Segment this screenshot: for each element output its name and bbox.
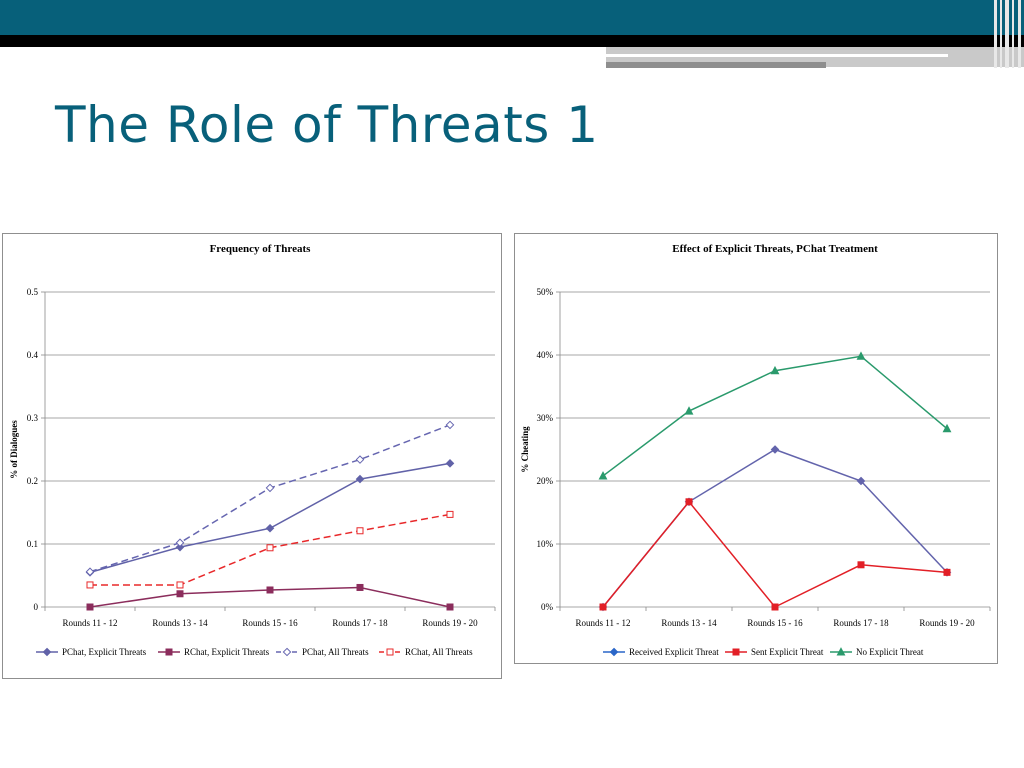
y-tick-label: 50% [537, 287, 554, 297]
chart-frequency-of-threats: Frequency of Threats 0 0.1 0.2 0.3 0.4 0.5 Roun… [2, 233, 502, 679]
data-point-pchat-explicit-threats [175, 542, 185, 552]
x-tick-label: Rounds 17 - 18 [833, 618, 889, 628]
y-tick-label: 30% [537, 413, 554, 423]
chart-title: Effect of Explicit Threats, PChat Treatm… [672, 243, 878, 255]
data-point-no-explicit-threat [856, 351, 866, 360]
y-axis-label: % Cheating [520, 426, 530, 473]
series-line-pchat-explicit-threats [89, 462, 451, 574]
legend-marker-no-explicit-threat [836, 647, 846, 656]
series-line-received-explicit-threat [602, 448, 948, 608]
chart-svg-frequency: Frequency of Threats 0 0.1 0.2 0.3 0.4 0.5 Roun… [9, 243, 496, 657]
data-point-rchat-all-threats [266, 544, 274, 552]
header-black-stripe [0, 35, 1024, 47]
y-tick-label: 0.3 [27, 413, 39, 423]
data-point-sent-explicit-threat [599, 603, 607, 611]
legend-label-received-explicit-threat: Received Explicit Threat [629, 647, 719, 657]
data-point-rchat-all-threats [446, 510, 454, 518]
legend-label-pchat-all-threats: PChat, All Threats [302, 647, 369, 657]
x-tick-label: Rounds 15 - 16 [747, 618, 803, 628]
y-tick-label: 0 [34, 602, 39, 612]
data-point-rchat-explicit-threats [266, 586, 274, 594]
chart-effect-of-explicit-threats: Effect of Explicit Threats, PChat Treatm… [514, 233, 998, 664]
data-point-sent-explicit-threat [943, 568, 951, 576]
legend-label-no-explicit-threat: No Explicit Threat [856, 647, 924, 657]
data-point-rchat-explicit-threats [176, 590, 184, 598]
legend-label-rchat-explicit-threats: RChat, Explicit Threats [184, 647, 270, 657]
data-point-pchat-all-threats [175, 538, 185, 548]
data-point-no-explicit-threat [770, 365, 780, 375]
x-tick-label: Rounds 19 - 20 [422, 618, 478, 628]
data-point-pchat-explicit-threats [445, 459, 455, 468]
x-tick-label: Rounds 11 - 12 [576, 618, 631, 628]
header-dark-grey-bar [606, 62, 826, 68]
data-point-rchat-explicit-threats [446, 603, 454, 611]
data-point-no-explicit-threat [684, 406, 694, 415]
y-tick-label: 40% [537, 350, 554, 360]
data-point-no-explicit-threat [598, 471, 608, 480]
data-point-rchat-all-threats [86, 581, 94, 589]
y-tick-label: 0% [541, 602, 554, 612]
y-tick-label: 0.5 [27, 287, 39, 297]
data-point-pchat-all-threats [85, 567, 95, 577]
chart-title: Frequency of Threats [210, 243, 312, 255]
legend-marker-sent-explicit-threat [732, 648, 740, 656]
x-tick-label: Rounds 15 - 16 [242, 618, 298, 628]
data-point-no-explicit-threat [942, 423, 952, 433]
data-point-pchat-explicit-threats [265, 523, 275, 533]
y-tick-label: 20% [537, 476, 554, 486]
y-tick-label: 0.2 [27, 476, 38, 486]
data-point-pchat-explicit-threats [355, 474, 365, 484]
header-vertical-stripes [990, 0, 1024, 68]
chart-svg-effect: Effect of Explicit Threats, PChat Treatm… [520, 243, 991, 657]
y-tick-label: 0.1 [27, 539, 38, 549]
data-point-pchat-all-threats [355, 455, 365, 464]
data-point-sent-explicit-threat [857, 561, 865, 569]
data-point-sent-explicit-threat [685, 498, 693, 506]
header-band [0, 0, 1024, 35]
legend-marker-rchat-explicit-threats [165, 648, 173, 656]
data-point-rchat-explicit-threats [356, 583, 364, 591]
legend-marker-rchat-all-threats [386, 648, 394, 656]
legend-marker-pchat-all-threats [282, 647, 292, 657]
legend-label-pchat-explicit-threats: PChat, Explicit Threats [62, 647, 147, 657]
data-point-received-explicit-threat [856, 476, 866, 486]
data-point-sent-explicit-threat [771, 603, 779, 611]
x-tick-label: Rounds 17 - 18 [332, 618, 388, 628]
data-point-rchat-all-threats [356, 527, 364, 535]
data-point-pchat-all-threats [445, 420, 455, 430]
y-tick-label: 10% [537, 539, 554, 549]
legend-label-sent-explicit-threat: Sent Explicit Threat [751, 647, 824, 657]
legend-label-rchat-all-threats: RChat, All Threats [405, 647, 473, 657]
data-point-rchat-all-threats [176, 581, 184, 589]
data-point-received-explicit-threat [770, 445, 780, 454]
x-tick-label: Rounds 13 - 14 [661, 618, 717, 628]
data-point-rchat-explicit-threats [86, 603, 94, 611]
legend-marker-pchat-explicit-threats [42, 647, 52, 657]
x-tick-label: Rounds 19 - 20 [919, 618, 975, 628]
slide-title: The Role of Threats 1 [55, 96, 599, 154]
header-white-line [606, 54, 948, 57]
legend-marker-received-explicit-threat [609, 647, 619, 657]
x-tick-label: Rounds 11 - 12 [63, 618, 118, 628]
x-tick-label: Rounds 13 - 14 [152, 618, 208, 628]
y-tick-label: 0.4 [27, 350, 39, 360]
y-axis-label: % of Dialogues [9, 420, 19, 479]
data-point-pchat-all-threats [265, 483, 275, 493]
